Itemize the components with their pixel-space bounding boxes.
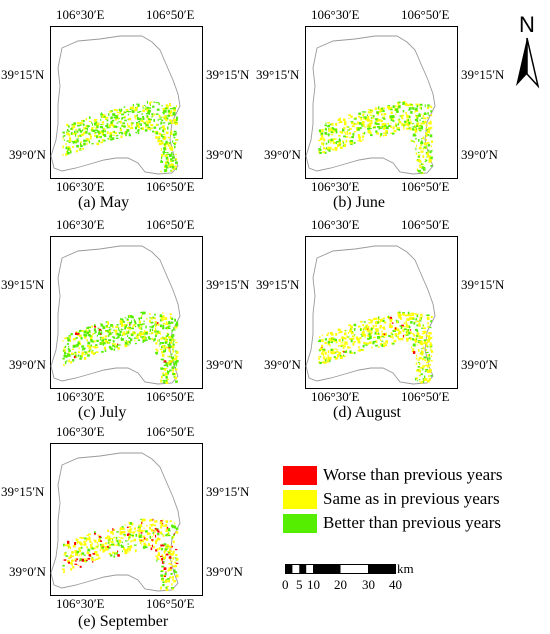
north-arrow-label: N [519,12,535,37]
tick-left-north: 39°15′N [256,277,300,292]
tick-right-north: 39°15′N [206,484,250,499]
scale-label-20: 20 [334,577,347,592]
panel-caption: (a) May [78,194,130,211]
panel-caption: (b) June [333,194,385,211]
change-pixels [62,311,179,384]
map-panel-july: 106°30′E 106°50′E 106°30′E 106°50′E 39°15′N 3… [1,217,260,422]
legend-item-same: Same as in previous years [283,488,543,512]
tick-bottom-west: 106°30′E [56,596,105,611]
tick-right-south: 39°0′N [461,357,498,372]
tick-left-south: 39°0′N [264,357,301,372]
map-panel-june: 106°30′E 106°50′E 106°30′E 106°50′E 39°15′N 3… [256,7,515,212]
tick-left-south: 39°0′N [9,147,46,162]
tick-top-east: 106°50′E [401,7,450,22]
tick-right-north: 39°15′N [206,67,250,82]
map-frame [50,26,203,179]
tick-top-east: 106°50′E [146,7,195,22]
north-arrow: N [510,10,544,90]
tick-top-west: 106°30′E [56,217,105,232]
tick-left-north: 39°15′N [1,277,45,292]
legend-swatch-same [283,490,317,509]
tick-left-north: 39°15′N [256,67,300,82]
tick-top-west: 106°30′E [56,7,105,22]
panel-caption: (e) September [78,613,169,630]
tick-left-south: 39°0′N [9,564,46,579]
scale-bar-graphic [285,564,396,574]
tick-right-south: 39°0′N [206,357,243,372]
tick-bottom-west: 106°30′E [56,389,105,404]
map-panel-august: 106°30′E 106°50′E 106°30′E 106°50′E 39°15′N 3… [256,217,515,422]
tick-top-east: 106°50′E [146,217,195,232]
scale-label-30: 30 [362,577,375,592]
tick-bottom-west: 106°30′E [56,179,105,194]
tick-bottom-east: 106°50′E [146,179,195,194]
map-panel-may: 106°30′E 106°50′E 106°30′E 106°50′E 39°15′N 3… [1,7,260,212]
tick-bottom-west: 106°30′E [311,179,360,194]
study-area-outline [50,35,181,175]
tick-top-west: 106°30′E [56,424,105,439]
map-frame [305,26,458,179]
scale-label-5: 5 [296,577,303,592]
change-pixels [62,100,179,173]
change-pixels [318,101,434,175]
legend-item-better: Better than previous years [283,512,543,536]
tick-top-east: 106°50′E [146,424,195,439]
tick-left-north: 39°15′N [1,67,45,82]
tick-right-north: 39°15′N [461,67,505,82]
north-arrow-icon: N [516,12,540,89]
panel-caption: (c) July [78,404,127,421]
tick-bottom-east: 106°50′E [146,596,195,611]
scale-label-40: 40 [389,577,402,592]
tick-right-south: 39°0′N [206,564,243,579]
tick-left-north: 39°15′N [1,484,45,499]
map-frame [50,236,203,389]
scale-unit: km [397,561,414,576]
tick-top-west: 106°30′E [311,217,360,232]
scale-label-10: 10 [307,577,320,592]
legend-swatch-worse [283,466,317,485]
map-frame [50,443,203,596]
tick-bottom-west: 106°30′E [311,389,360,404]
panel-caption: (d) August [333,404,401,421]
change-pixels [317,311,434,384]
tick-left-south: 39°0′N [264,147,301,162]
scale-bar: km 0 5 10 20 30 40 [282,561,425,594]
legend-label-better: Better than previous years [323,513,501,532]
tick-bottom-east: 106°50′E [401,389,450,404]
tick-bottom-east: 106°50′E [146,389,195,404]
tick-top-west: 106°30′E [311,7,360,22]
tick-right-south: 39°0′N [461,147,498,162]
study-area-outline [50,452,181,592]
legend-label-same: Same as in previous years [323,489,500,508]
tick-right-north: 39°15′N [206,277,250,292]
tick-top-east: 106°50′E [401,217,450,232]
legend-item-worse: Worse than previous years [283,464,543,488]
tick-left-south: 39°0′N [9,357,46,372]
map-panel-september: 106°30′E 106°50′E 106°30′E 106°50′E 39°15′N 3… [1,424,260,631]
legend: Worse than previous years Same as in pre… [283,464,543,536]
legend-label-worse: Worse than previous years [323,465,503,484]
study-area-outline [305,35,436,175]
tick-bottom-east: 106°50′E [401,179,450,194]
scale-label-0: 0 [282,577,289,592]
tick-right-south: 39°0′N [206,147,243,162]
tick-right-north: 39°15′N [461,277,505,292]
legend-swatch-better [283,514,317,533]
map-frame [305,236,458,389]
change-pixels [62,518,179,591]
